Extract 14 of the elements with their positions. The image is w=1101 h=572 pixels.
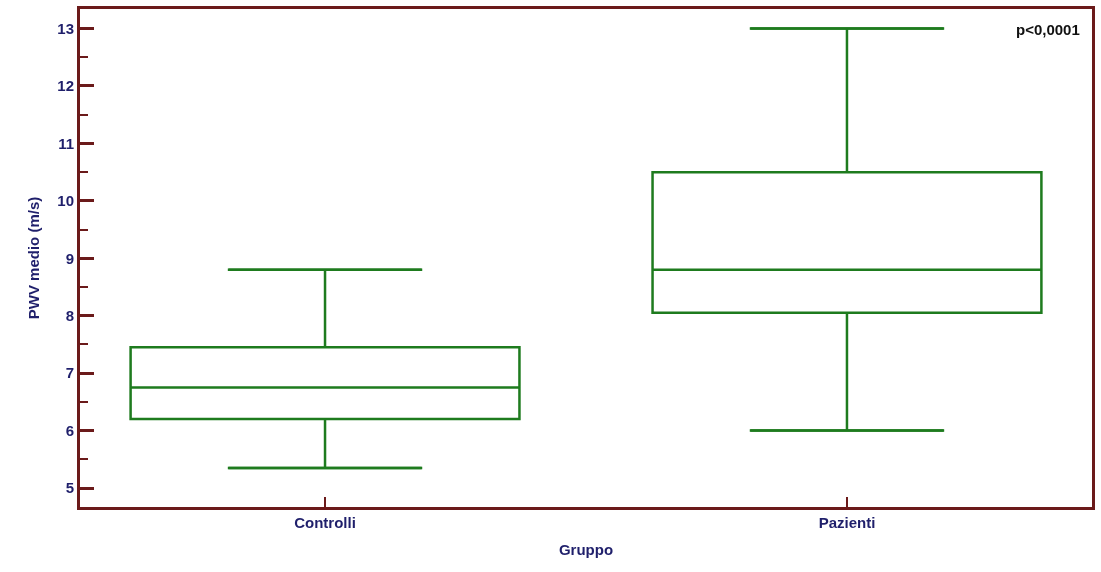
x-tick-label: Controlli <box>294 514 356 531</box>
y-tick-label: 6 <box>65 421 74 439</box>
y-tick-label: 11 <box>58 134 74 152</box>
y-tick-label: 7 <box>65 364 74 382</box>
y-tick-label: 8 <box>65 306 74 324</box>
annotation: p<0,0001 <box>1016 21 1080 38</box>
y-tick-label: 12 <box>57 77 74 95</box>
y-tick-label: 13 <box>57 19 74 37</box>
x-tick-label: Pazienti <box>818 514 876 531</box>
y-tick-label: 10 <box>57 192 74 210</box>
y-tick-label: 5 <box>65 479 74 497</box>
y-axis-title: PWV medio (m/s) <box>24 196 42 320</box>
x-axis-title: Gruppo <box>558 541 614 558</box>
y-tick-label: 9 <box>65 249 74 267</box>
